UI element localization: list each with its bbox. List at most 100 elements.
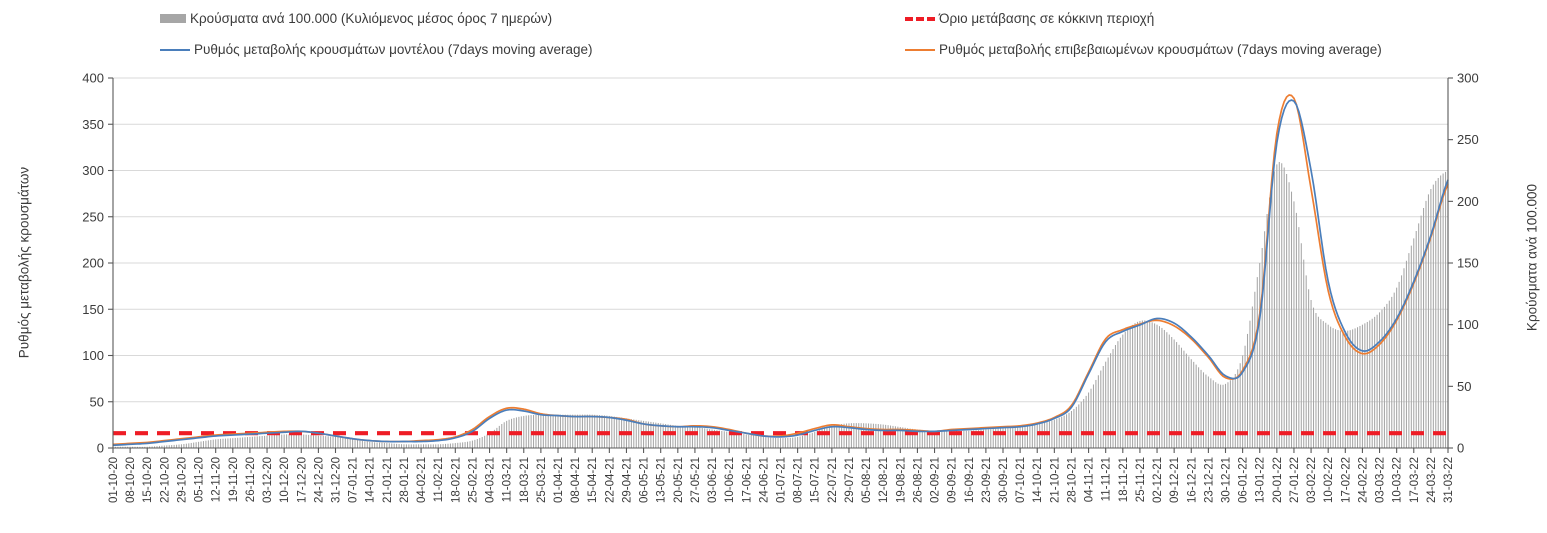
svg-text:25-02-21: 25-02-21 (467, 457, 479, 503)
svg-text:150: 150 (1457, 256, 1479, 271)
svg-text:03-12-20: 03-12-20 (262, 457, 274, 503)
svg-text:400: 400 (82, 71, 104, 86)
svg-text:200: 200 (1457, 194, 1479, 209)
svg-text:250: 250 (82, 209, 104, 224)
svg-text:350: 350 (82, 117, 104, 132)
legend-item-model-change-rate[interactable]: Ρυθμός μεταβολής κρουσμάτων μοντέλου (7d… (160, 42, 593, 57)
svg-text:19-08-21: 19-08-21 (895, 457, 907, 503)
svg-text:09-09-21: 09-09-21 (947, 457, 959, 503)
svg-text:150: 150 (82, 302, 104, 317)
svg-text:01-04-21: 01-04-21 (553, 457, 565, 503)
y-axis-left-ticks: 0 50 100 150 200 250 300 350 400 (82, 71, 113, 456)
svg-text:21-10-21: 21-10-21 (1049, 457, 1061, 503)
svg-text:31-03-22: 31-03-22 (1443, 457, 1455, 503)
orange-line-swatch-icon (905, 48, 935, 51)
model-rate-line-group (112, 99, 1449, 447)
legend-item-label: Όριο μετάβασης σε κόκκινη περιοχή (939, 11, 1155, 26)
legend-item-label: Κρούσματα ανά 100.000 (Κυλιόμενος μέσος … (190, 11, 553, 26)
svg-text:19-11-20: 19-11-20 (228, 457, 240, 502)
svg-text:16-12-21: 16-12-21 (1186, 457, 1198, 503)
legend-item-red-zone-threshold[interactable]: Όριο μετάβασης σε κόκκινη περιοχή (905, 11, 1154, 26)
svg-text:24-12-20: 24-12-20 (313, 457, 325, 503)
svg-text:10-12-20: 10-12-20 (279, 457, 291, 503)
svg-text:04-03-21: 04-03-21 (485, 457, 497, 503)
svg-text:07-10-21: 07-10-21 (1015, 457, 1027, 503)
x-axis-ticks: 01-10-20 08-10-20 15-10-20 22-10-20 29-10-20… (108, 448, 1455, 503)
legend-item-label: Ρυθμός μεταβολής κρουσμάτων μοντέλου (7d… (194, 42, 593, 57)
svg-text:01-10-20: 01-10-20 (108, 457, 120, 503)
svg-text:20-05-21: 20-05-21 (673, 457, 685, 503)
svg-text:100: 100 (82, 348, 104, 363)
svg-text:50: 50 (1457, 379, 1471, 394)
svg-text:22-04-21: 22-04-21 (604, 457, 616, 503)
svg-text:10-02-22: 10-02-22 (1323, 457, 1335, 503)
svg-text:0: 0 (97, 441, 104, 456)
svg-text:09-12-21: 09-12-21 (1169, 457, 1181, 503)
svg-text:17-02-22: 17-02-22 (1340, 457, 1352, 503)
svg-text:27-01-22: 27-01-22 (1289, 457, 1301, 503)
svg-text:03-06-21: 03-06-21 (707, 457, 719, 503)
y-axis-right-ticks: 0 50 100 150 200 250 300 (1448, 71, 1479, 456)
svg-text:0: 0 (1457, 441, 1464, 456)
svg-text:05-11-20: 05-11-20 (194, 457, 206, 502)
svg-text:11-11-21: 11-11-21 (1101, 457, 1113, 501)
legend-item-confirmed-change-rate[interactable]: Ρυθμός μεταβολής επιβεβαιωμένων κρουσμάτ… (905, 42, 1382, 57)
svg-text:24-06-21: 24-06-21 (758, 457, 770, 503)
svg-text:29-07-21: 29-07-21 (844, 457, 856, 503)
chart-legend: Κρούσματα ανά 100.000 (Κυλιόμενος μέσος … (0, 0, 1547, 64)
svg-text:13-01-22: 13-01-22 (1255, 457, 1267, 503)
svg-text:16-09-21: 16-09-21 (964, 457, 976, 503)
svg-text:25-11-21: 25-11-21 (1135, 457, 1147, 502)
svg-text:200: 200 (82, 256, 104, 271)
svg-text:15-04-21: 15-04-21 (587, 457, 599, 503)
svg-text:18-02-21: 18-02-21 (450, 457, 462, 503)
dashed-line-swatch-icon (905, 16, 935, 21)
svg-text:07-01-21: 07-01-21 (348, 457, 360, 503)
svg-text:08-10-20: 08-10-20 (125, 457, 137, 503)
svg-text:08-07-21: 08-07-21 (793, 457, 805, 503)
svg-text:22-10-20: 22-10-20 (159, 457, 171, 503)
bar-swatch-icon (160, 14, 186, 23)
svg-text:30-09-21: 30-09-21 (998, 457, 1010, 503)
svg-text:06-01-22: 06-01-22 (1238, 457, 1250, 503)
bars-group (112, 161, 1449, 448)
svg-text:100: 100 (1457, 317, 1479, 332)
svg-text:11-02-21: 11-02-21 (433, 457, 445, 502)
svg-text:23-12-21: 23-12-21 (1203, 457, 1215, 503)
svg-text:15-07-21: 15-07-21 (810, 457, 822, 503)
svg-text:18-11-21: 18-11-21 (1118, 457, 1130, 502)
svg-text:13-05-21: 13-05-21 (656, 457, 668, 503)
svg-text:04-11-21: 04-11-21 (1084, 457, 1096, 502)
svg-text:14-10-21: 14-10-21 (1032, 457, 1044, 503)
svg-text:50: 50 (90, 394, 104, 409)
svg-text:250: 250 (1457, 132, 1479, 147)
svg-text:15-10-20: 15-10-20 (142, 457, 154, 503)
svg-text:26-08-21: 26-08-21 (912, 457, 924, 503)
svg-text:11-03-21: 11-03-21 (502, 457, 514, 502)
svg-text:02-09-21: 02-09-21 (930, 457, 942, 503)
svg-text:29-10-20: 29-10-20 (176, 457, 188, 503)
svg-text:02-12-21: 02-12-21 (1152, 457, 1164, 503)
svg-text:25-03-21: 25-03-21 (536, 457, 548, 503)
svg-text:18-03-21: 18-03-21 (519, 457, 531, 503)
svg-text:28-01-21: 28-01-21 (399, 457, 411, 503)
svg-text:26-11-20: 26-11-20 (245, 457, 257, 502)
svg-text:10-06-21: 10-06-21 (724, 457, 736, 503)
svg-text:12-11-20: 12-11-20 (211, 457, 223, 502)
svg-text:23-09-21: 23-09-21 (981, 457, 993, 503)
svg-text:10-03-22: 10-03-22 (1392, 457, 1404, 503)
svg-text:12-08-21: 12-08-21 (878, 457, 890, 503)
svg-text:22-07-21: 22-07-21 (827, 457, 839, 503)
svg-text:24-02-22: 24-02-22 (1357, 457, 1369, 503)
svg-text:300: 300 (1457, 71, 1479, 86)
svg-text:300: 300 (82, 163, 104, 178)
blue-line-swatch-icon (160, 48, 190, 51)
svg-text:03-02-22: 03-02-22 (1306, 457, 1318, 503)
legend-item-cases-per-100k[interactable]: Κρούσματα ανά 100.000 (Κυλιόμενος μέσος … (160, 11, 552, 26)
svg-text:17-03-22: 17-03-22 (1409, 457, 1421, 503)
svg-text:20-01-22: 20-01-22 (1272, 457, 1284, 503)
svg-text:14-01-21: 14-01-21 (365, 457, 377, 503)
